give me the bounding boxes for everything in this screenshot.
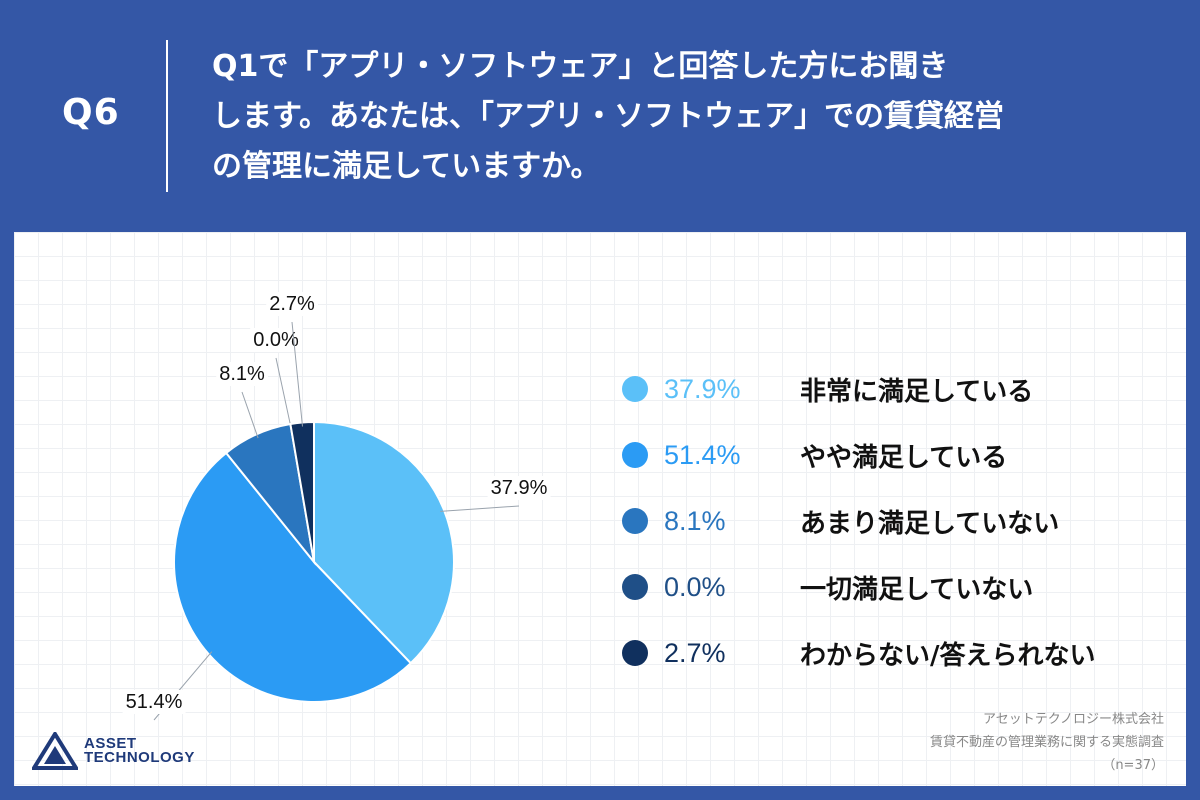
- leader-line: [440, 505, 520, 512]
- header: Q6 Q1で「アプリ・ソフトウェア」と回答した方にお聞き します。あなたは、「ア…: [0, 0, 1200, 232]
- source-note: アセットテクノロジー株式会社 賃貸不動産の管理業務に関する実態調査 （n=37）: [930, 708, 1164, 777]
- source-company: アセットテクノロジー株式会社: [983, 712, 1164, 727]
- legend-percent: 0.0%: [664, 571, 726, 602]
- header-divider: [166, 40, 168, 192]
- source-sample: （n=37）: [1102, 758, 1164, 773]
- pie-slice: [313, 420, 455, 665]
- legend-item: 51.4% やや満足している: [622, 422, 1096, 488]
- source-survey: 賃貸不動産の管理業務に関する実態調査: [929, 735, 1164, 750]
- legend-dot: [622, 508, 648, 534]
- leader-line: [291, 321, 303, 427]
- pie-chart: 37.9% 51.4% 8.1% 0.0% 2.7%: [122, 292, 551, 721]
- legend-label: わからない/答えられない: [800, 640, 1096, 671]
- legend-item: 8.1% あまり満足していない: [622, 488, 1096, 554]
- legend-label: あまり満足していない: [800, 508, 1060, 539]
- legend-percent: 37.9%: [664, 373, 741, 404]
- pie-data-label: 8.1%: [219, 363, 265, 385]
- legend-item: 2.7% わからない/答えられない: [622, 620, 1096, 686]
- pie-slice: [173, 451, 413, 703]
- brand-line: ASSET: [84, 735, 137, 752]
- legend-dot: [622, 574, 648, 600]
- brand-line: TECHNOLOGY: [84, 749, 195, 766]
- pie-data-label: 0.0%: [253, 329, 299, 351]
- legend-label: やや満足している: [800, 442, 1008, 473]
- label-background: [487, 476, 551, 500]
- chart-panel: 37.9% 51.4% 8.1% 0.0% 2.7% 37.9% 非常に満足している 5…: [14, 232, 1186, 786]
- legend-dot: [622, 640, 648, 666]
- pie-data-label: 51.4%: [126, 691, 183, 713]
- legend-label: 一切満足していない: [800, 574, 1034, 605]
- legend-dot: [622, 442, 648, 468]
- label-background: [216, 362, 269, 386]
- legend-item: 37.9% 非常に満足している: [622, 356, 1096, 422]
- question-number: Q6: [62, 92, 120, 133]
- legend-percent: 2.7%: [664, 637, 726, 668]
- leader-line: [241, 391, 259, 439]
- label-background: [266, 292, 319, 316]
- label-background: [122, 690, 186, 714]
- question-line: の管理に満足していますか。: [212, 149, 601, 184]
- question-line: します。あなたは、「アプリ・ソフトウェア」での賃貸経営: [212, 99, 1004, 134]
- brand-logo: ASSET TECHNOLOGY: [32, 732, 195, 770]
- question-line: Q1で「アプリ・ソフトウェア」と回答した方にお聞き: [212, 49, 949, 84]
- legend-percent: 8.1%: [664, 505, 726, 536]
- brand-text: ASSET TECHNOLOGY: [84, 735, 195, 766]
- legend-label: 非常に満足している: [800, 376, 1034, 407]
- legend: 37.9% 非常に満足している 51.4% やや満足している 8.1% あまり満…: [622, 356, 1096, 686]
- question-text: Q1で「アプリ・ソフトウェア」と回答した方にお聞き します。あなたは、「アプリ・…: [212, 42, 1172, 192]
- pie-data-label: 37.9%: [491, 477, 548, 499]
- legend-percent: 51.4%: [664, 439, 741, 470]
- triangle-logo-icon: [32, 732, 78, 770]
- pie-data-label: 2.7%: [269, 293, 315, 315]
- legend-dot: [622, 376, 648, 402]
- legend-item: 0.0% 一切満足していない: [622, 554, 1096, 620]
- leader-line: [275, 357, 292, 429]
